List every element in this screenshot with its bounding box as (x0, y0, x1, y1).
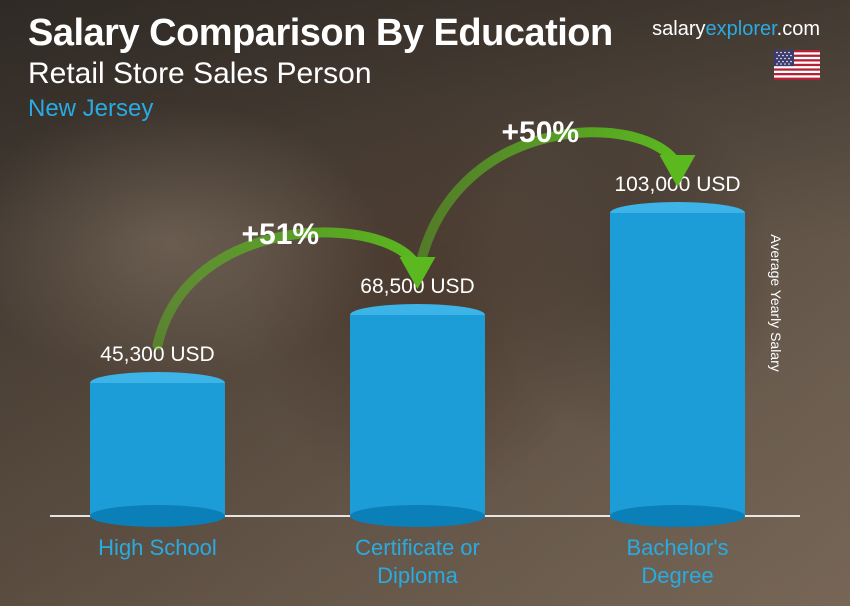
arc-path (418, 132, 678, 277)
page-subtitle: Retail Store Sales Person (28, 57, 822, 91)
brand-suffix: .com (777, 18, 820, 40)
arrow-icon (660, 155, 696, 187)
brand-prefix: salary (652, 18, 705, 40)
location-label: New Jersey (28, 95, 822, 123)
pct-label-1: +50% (502, 116, 580, 150)
arc-1 (50, 140, 800, 580)
chart-area: 45,300 USD High School 68,500 USD Certif… (50, 140, 800, 578)
brand-label: salaryexplorer.com (652, 18, 820, 41)
brand-mid: explorer (706, 18, 777, 40)
flag-icon (774, 50, 820, 80)
